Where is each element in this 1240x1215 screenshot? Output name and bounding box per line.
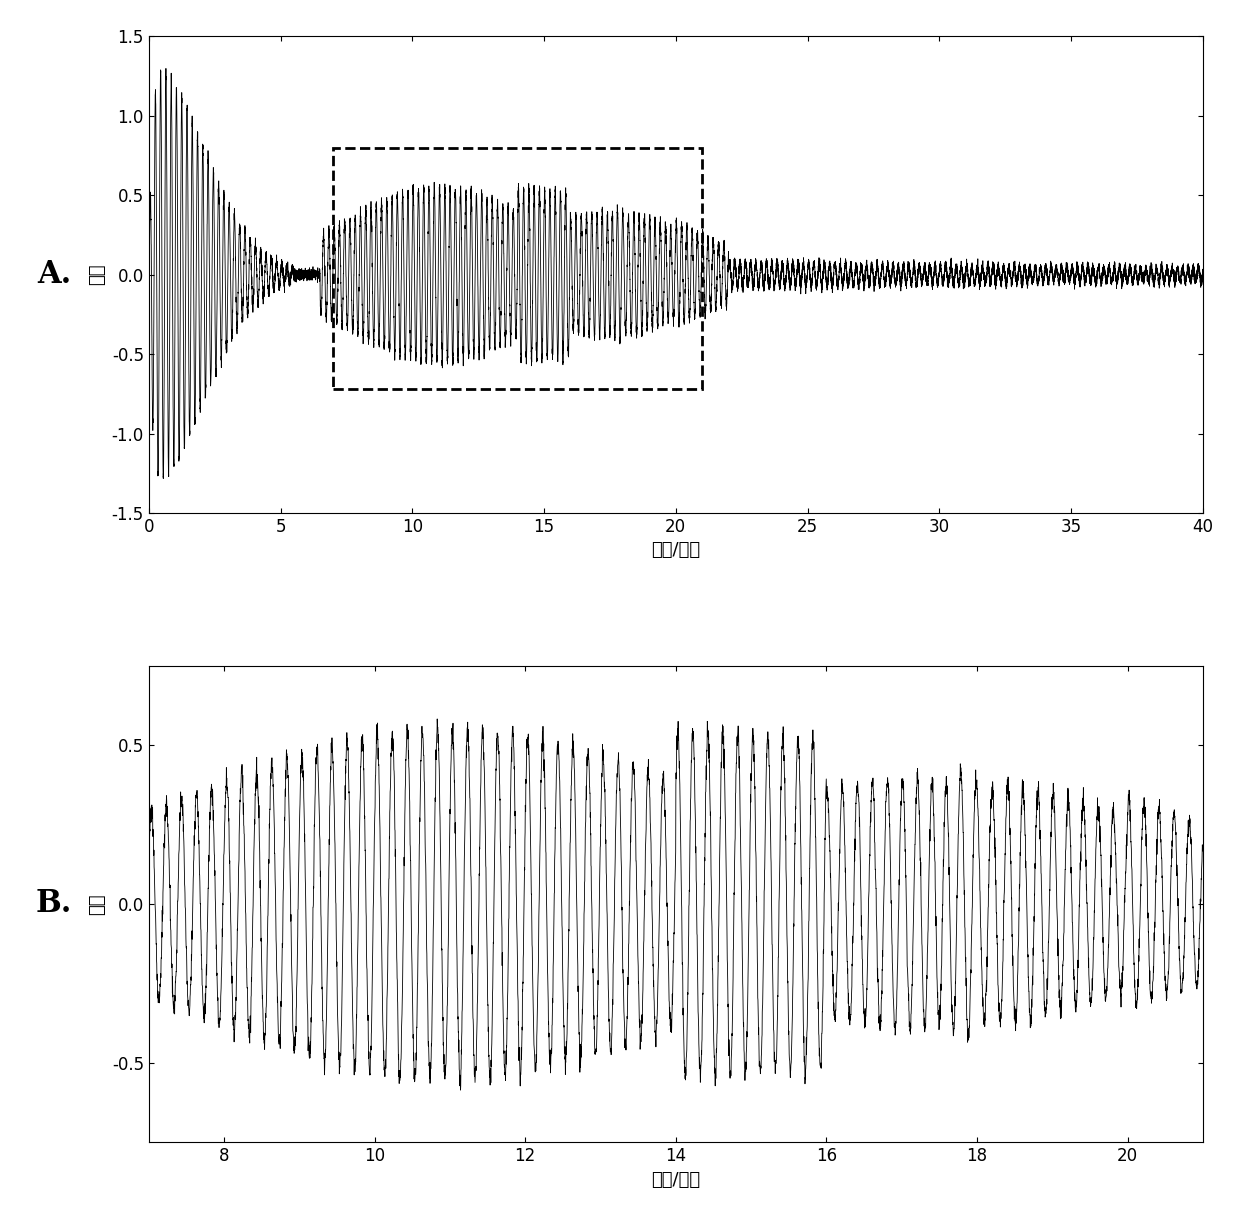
Y-axis label: 幅值: 幅值 (88, 264, 107, 286)
X-axis label: 时间/微秒: 时间/微秒 (651, 542, 701, 559)
Text: A.: A. (37, 259, 71, 290)
Bar (334, 148, 702, 389)
X-axis label: 时间/微秒: 时间/微秒 (651, 1170, 701, 1188)
Text: B.: B. (36, 888, 72, 920)
Y-axis label: 幅值: 幅值 (88, 893, 107, 915)
